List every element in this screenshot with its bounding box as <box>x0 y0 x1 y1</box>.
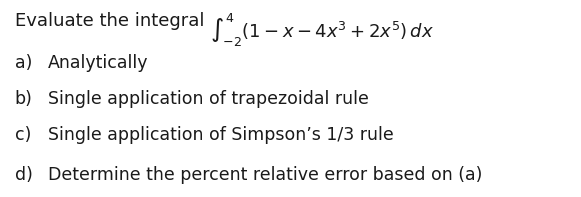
Text: Determine the percent relative error based on (a): Determine the percent relative error bas… <box>48 166 482 184</box>
Text: Evaluate the integral: Evaluate the integral <box>15 12 210 30</box>
Text: $\int_{-2}^{4}(1 - x - 4x^3 + 2x^5)\,dx$: $\int_{-2}^{4}(1 - x - 4x^3 + 2x^5)\,dx$ <box>210 12 434 49</box>
Text: Single application of trapezoidal rule: Single application of trapezoidal rule <box>48 90 368 108</box>
Text: d): d) <box>15 166 33 184</box>
Text: Single application of Simpson’s 1/3 rule: Single application of Simpson’s 1/3 rule <box>48 126 393 144</box>
Text: Analytically: Analytically <box>48 54 148 72</box>
Text: c): c) <box>15 126 31 144</box>
Text: a): a) <box>15 54 32 72</box>
Text: b): b) <box>15 90 33 108</box>
